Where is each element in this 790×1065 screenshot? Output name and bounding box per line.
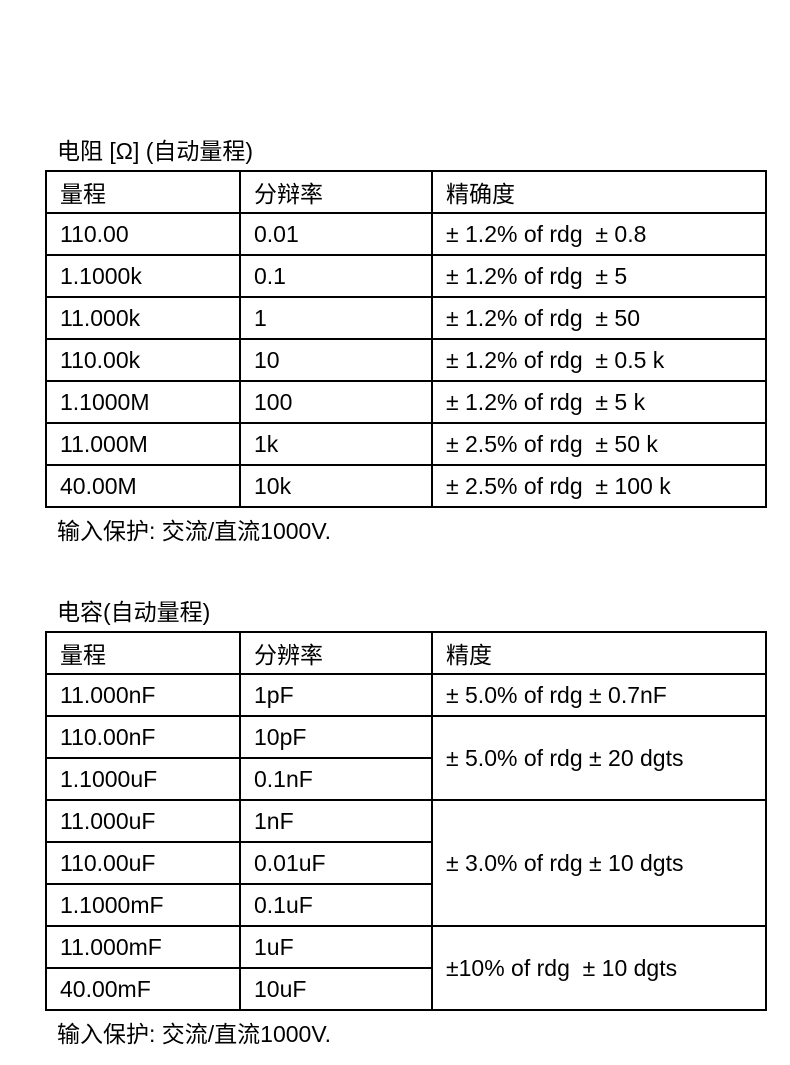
resolution-cell: 10k [239, 464, 433, 508]
accuracy-cell-merged: ± 5.0% of rdg ± 20 dgts [431, 715, 767, 801]
accuracy-cell: ± 5.0% of rdg ± 0.7nF [431, 673, 767, 717]
range-cell: 1.1000k [45, 254, 241, 298]
range-cell: 11.000uF [45, 799, 241, 843]
accuracy-cell: ± 1.2% of rdg ± 50 [431, 296, 767, 340]
table-row: 11.000mF 1uF ±10% of rdg ± 10 dgts [45, 925, 767, 1011]
table-row: 110.00uF 0.01uF [45, 841, 766, 885]
capacitance-section-title: 电容(自动量程) [57, 599, 211, 625]
accuracy-cell: ± 1.2% of rdg ± 0.5 k [431, 338, 767, 382]
range-cell: 1.1000M [45, 380, 241, 424]
resolution-cell: 10pF [239, 715, 433, 759]
range-cell: 11.000k [45, 296, 241, 340]
resistance-column-header-range: 量程 [45, 170, 241, 214]
range-cell: 40.00mF [45, 967, 241, 1011]
table-row: 1.1000mF 0.1uF [45, 883, 766, 927]
capacitance-table: 量程 分辨率 精度 11.000nF 1pF ± 5.0% of rdg ± 0… [45, 631, 767, 1011]
resolution-cell: 0.01uF [239, 841, 433, 885]
range-cell: 1.1000mF [45, 883, 241, 927]
table-row: 11.000k 1 ± 1.2% of rdg ± 50 [45, 296, 767, 340]
capacitance-column-header-accuracy: 精度 [431, 631, 767, 675]
resistance-header-row: 量程 分辩率 精确度 [45, 170, 767, 214]
resolution-cell: 10 [239, 338, 433, 382]
resistance-column-header-accuracy: 精确度 [431, 170, 767, 214]
accuracy-cell: ± 1.2% of rdg ± 5 k [431, 380, 767, 424]
resolution-cell: 0.01 [239, 212, 433, 256]
resistance-table: 量程 分辩率 精确度 110.00 0.01 ± 1.2% of rdg ± 0… [45, 170, 767, 508]
resolution-cell: 1nF [239, 799, 433, 843]
table-row: 40.00mF 10uF [45, 967, 766, 1011]
resolution-cell: 1uF [239, 925, 433, 969]
resolution-cell: 100 [239, 380, 433, 424]
accuracy-cell: ± 1.2% of rdg ± 5 [431, 254, 767, 298]
table-row: 1.1000k 0.1 ± 1.2% of rdg ± 5 [45, 254, 767, 298]
table-row: 110.00nF 10pF ± 5.0% of rdg ± 20 dgts [45, 715, 767, 801]
capacitance-header-row: 量程 分辨率 精度 [45, 631, 767, 675]
table-row: 11.000M 1k ± 2.5% of rdg ± 50 k [45, 422, 767, 466]
range-cell: 110.00uF [45, 841, 241, 885]
capacitance-column-header-resolution: 分辨率 [239, 631, 433, 675]
range-cell: 11.000mF [45, 925, 241, 969]
table-row: 11.000uF 1nF ± 3.0% of rdg ± 10 dgts [45, 799, 767, 927]
resistance-column-header-resolution: 分辩率 [239, 170, 433, 214]
resolution-cell: 0.1uF [239, 883, 433, 927]
resolution-cell: 1 [239, 296, 433, 340]
accuracy-cell: ± 2.5% of rdg ± 50 k [431, 422, 767, 466]
resolution-cell: 1k [239, 422, 433, 466]
resistance-input-protection-note: 输入保护: 交流/直流1000V. [57, 518, 331, 544]
accuracy-cell-merged: ± 3.0% of rdg ± 10 dgts [431, 799, 767, 927]
range-cell: 11.000nF [45, 673, 241, 717]
range-cell: 40.00M [45, 464, 241, 508]
resolution-cell: 0.1 [239, 254, 433, 298]
table-row: 11.000nF 1pF ± 5.0% of rdg ± 0.7nF [45, 673, 767, 717]
capacitance-input-protection-note: 输入保护: 交流/直流1000V. [57, 1021, 331, 1047]
table-row: 1.1000uF 0.1nF [45, 757, 766, 801]
table-row: 110.00 0.01 ± 1.2% of rdg ± 0.8 [45, 212, 767, 256]
accuracy-cell: ± 1.2% of rdg ± 0.8 [431, 212, 767, 256]
resolution-cell: 1pF [239, 673, 433, 717]
accuracy-cell: ± 2.5% of rdg ± 100 k [431, 464, 767, 508]
range-cell: 110.00 [45, 212, 241, 256]
resistance-section-title: 电阻 [Ω] (自动量程) [57, 138, 254, 164]
range-cell: 110.00nF [45, 715, 241, 759]
accuracy-cell-merged: ±10% of rdg ± 10 dgts [431, 925, 767, 1011]
resolution-cell: 0.1nF [239, 757, 433, 801]
resolution-cell: 10uF [239, 967, 433, 1011]
table-row: 110.00k 10 ± 1.2% of rdg ± 0.5 k [45, 338, 767, 382]
table-row: 1.1000M 100 ± 1.2% of rdg ± 5 k [45, 380, 767, 424]
range-cell: 1.1000uF [45, 757, 241, 801]
capacitance-column-header-range: 量程 [45, 631, 241, 675]
table-row: 40.00M 10k ± 2.5% of rdg ± 100 k [45, 464, 767, 508]
range-cell: 110.00k [45, 338, 241, 382]
range-cell: 11.000M [45, 422, 241, 466]
